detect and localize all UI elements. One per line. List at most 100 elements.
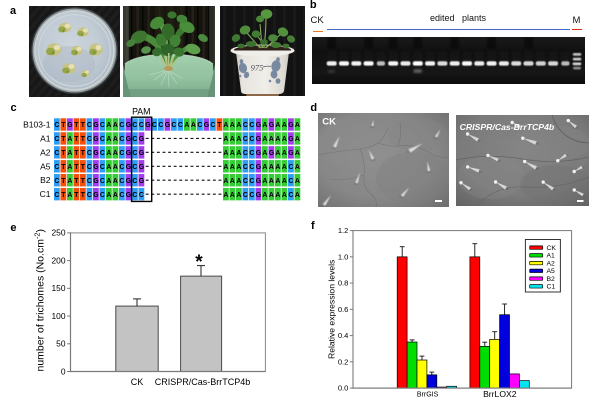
svg-text:A: A [223,122,228,129]
svg-text:C1: C1 [547,284,556,291]
svg-text:G: G [93,122,98,129]
svg-text:A: A [236,122,241,129]
svg-text:BrrLOX2: BrrLOX2 [483,389,517,399]
svg-text:C: C [54,192,59,199]
svg-text:C: C [171,122,176,129]
svg-text:A: A [269,164,274,171]
svg-text:G: G [204,122,209,129]
svg-text:C: C [54,178,59,185]
svg-text:A: A [113,178,118,185]
svg-text:250: 250 [52,228,66,238]
svg-text:A: A [113,150,118,157]
svg-text:G: G [269,150,274,157]
svg-text:G: G [93,150,98,157]
svg-text:C: C [243,192,248,199]
svg-text:A: A [230,136,235,143]
svg-text:CK: CK [131,377,144,387]
svg-text:0.2: 0.2 [338,357,349,366]
svg-text:C1: C1 [40,189,51,199]
svg-text:C: C [54,164,59,171]
svg-text:A: A [223,164,228,171]
svg-text:A5: A5 [547,268,556,275]
svg-text:C: C [249,122,254,129]
svg-text:T: T [61,122,66,129]
svg-text:*: * [195,252,203,273]
svg-text:T: T [81,164,86,171]
svg-text:A2: A2 [547,260,556,267]
svg-text:A: A [269,178,274,185]
svg-text:B2: B2 [40,175,51,185]
svg-text:A: A [295,164,300,171]
svg-text:C: C [288,192,293,199]
svg-text:T: T [81,192,86,199]
svg-text:A: A [236,164,241,171]
svg-text:A: A [230,122,235,129]
svg-text:C: C [87,150,92,157]
svg-text:A: A [113,122,118,129]
svg-text:C: C [100,136,105,143]
svg-text:PAM: PAM [132,107,150,117]
svg-text:A: A [223,136,228,143]
svg-text:G: G [145,122,150,129]
svg-text:C: C [119,192,124,199]
svg-text:A: A [275,192,280,199]
svg-text:A: A [262,122,267,129]
svg-text:0.6: 0.6 [338,305,349,314]
svg-text:T: T [217,122,222,129]
svg-text:C: C [100,122,105,129]
svg-text:CK: CK [322,116,336,127]
svg-text:C: C [119,150,124,157]
svg-text:BrrGIS: BrrGIS [417,392,439,399]
svg-text:C: C [249,164,254,171]
svg-text:0: 0 [61,366,66,376]
svg-text:G: G [256,178,261,185]
svg-text:0.8: 0.8 [338,279,349,288]
svg-text:C: C [87,178,92,185]
svg-text:A: A [106,192,111,199]
svg-text:A: A [236,192,241,199]
svg-text:G: G [93,164,98,171]
svg-text:C: C [249,178,254,185]
svg-text:G: G [126,136,131,143]
svg-text:T: T [81,178,86,185]
svg-text:G: G [165,122,170,129]
svg-text:G: G [139,136,144,143]
svg-text:C: C [132,178,137,185]
svg-text:B2: B2 [547,276,556,283]
svg-text:C: C [87,136,92,143]
svg-text:C: C [152,122,157,129]
svg-text:G: G [67,122,72,129]
svg-text:A: A [230,192,235,199]
svg-text:CK: CK [547,245,557,252]
svg-text:C: C [132,164,137,171]
svg-text:G: G [256,150,261,157]
svg-text:C: C [54,136,59,143]
svg-text:A: A [67,178,72,185]
svg-text:C: C [132,136,137,143]
svg-text:G: G [126,178,131,185]
svg-text:G: G [93,178,98,185]
svg-text:T: T [74,150,79,157]
svg-text:A: A [295,122,300,129]
svg-text:A: A [113,136,118,143]
svg-text:50: 50 [56,339,66,349]
svg-text:A: A [282,164,287,171]
svg-text:C: C [132,150,137,157]
svg-text:A: A [67,192,72,199]
svg-text:T: T [74,122,79,129]
svg-text:C: C [249,136,254,143]
svg-text:A: A [282,178,287,185]
svg-text:T: T [81,150,86,157]
svg-text:C: C [139,122,144,129]
svg-text:G: G [256,122,261,129]
svg-text:A: A [295,136,300,143]
svg-text:A: A [236,136,241,143]
svg-text:number of trichomes (No.cm-2): number of trichomes (No.cm-2) [32,229,47,372]
svg-text:G: G [256,192,261,199]
svg-text:A: A [113,192,118,199]
svg-text:A1: A1 [547,253,556,260]
svg-text:A: A [113,164,118,171]
svg-text:Relative expression levels: Relative expression levels [327,260,337,359]
svg-text:A: A [67,136,72,143]
svg-text:A2: A2 [40,147,51,157]
